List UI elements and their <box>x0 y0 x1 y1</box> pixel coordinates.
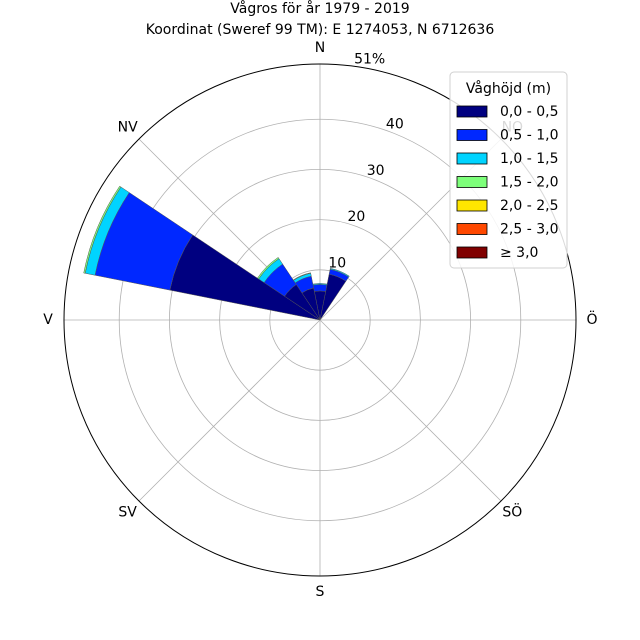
legend-swatch-1 <box>456 129 488 141</box>
spoke-SV <box>138 319 321 502</box>
legend-box <box>449 71 568 269</box>
spoke-SÖ <box>319 319 502 502</box>
legend-swatch-4 <box>456 199 488 212</box>
legend-label-1: 0,5 - 1,0 <box>500 128 558 144</box>
legend-title: Våghöjd (m) <box>466 80 551 97</box>
direction-label-5: SV <box>118 504 137 520</box>
radial-tick-10: 10 <box>328 256 346 272</box>
legend-label-4: 2,0 - 2,5 <box>500 198 558 214</box>
direction-label-3: SÖ <box>502 502 522 520</box>
outer-circle <box>63 63 577 577</box>
legend-swatch-2 <box>456 152 488 165</box>
radial-tick-40: 40 <box>386 116 404 132</box>
chart-subtitle: Koordinat (Sweref 99 TM): E 1274053, N 6… <box>146 22 495 38</box>
legend-label-6: ≥ 3,0 <box>500 245 538 261</box>
legend-swatch-0 <box>456 105 488 118</box>
radial-tick-20: 20 <box>348 209 366 225</box>
bar-sector-1-bin-1 <box>312 284 328 292</box>
direction-label-0: N <box>315 40 325 56</box>
legend-swatch-3 <box>456 176 488 188</box>
legend-label-0: 0,0 - 0,5 <box>500 104 558 120</box>
radial-tick-30: 30 <box>367 163 385 179</box>
legend-label-3: 1,5 - 2,0 <box>500 175 558 191</box>
bar-sector-1-bin-2 <box>312 283 328 286</box>
chart-title: Vågros för år 1979 - 2019 <box>230 0 409 17</box>
direction-label-4: S <box>316 584 325 600</box>
bar-sector-4-bin-3 <box>83 185 122 274</box>
direction-label-2: Ö <box>586 310 597 328</box>
bar-sector-3-bin-3 <box>257 257 280 280</box>
direction-label-7: NV <box>118 120 138 136</box>
radial-max-label: 51% <box>354 51 385 67</box>
legend: Våghöjd (m) 0,0 - 0,5 0,5 - 1,0 1,0 - 1,5 1,… <box>449 71 568 269</box>
legend-label-5: 2,5 - 3,0 <box>500 222 558 238</box>
bar-sector-2-bin-3 <box>292 272 311 281</box>
wave-bars <box>83 185 350 321</box>
legend-label-2: 1,0 - 1,5 <box>500 151 558 167</box>
legend-swatch-5 <box>456 223 488 235</box>
legend-swatch-6 <box>456 246 488 259</box>
bar-sector-0-bin-2 <box>329 268 350 278</box>
direction-label-6: V <box>43 312 53 328</box>
